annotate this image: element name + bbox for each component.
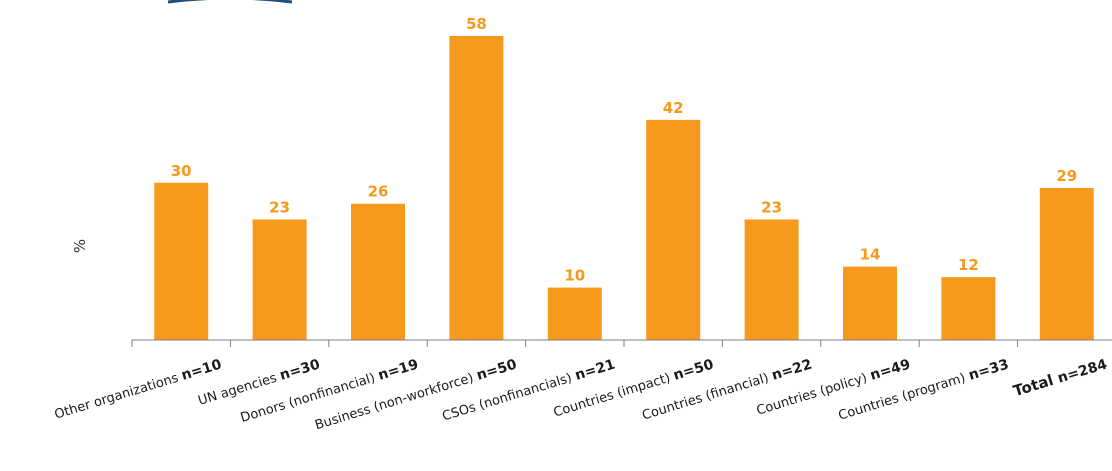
bar xyxy=(843,266,897,340)
category-n: n=10 xyxy=(180,356,224,383)
category-n: n=50 xyxy=(672,356,716,383)
x-axis-ticks xyxy=(131,340,1019,347)
data-label: 23 xyxy=(269,198,290,216)
category-n: n=19 xyxy=(376,357,420,384)
category-label: Countries (financial) n=22 xyxy=(640,357,814,424)
bar xyxy=(154,182,209,340)
data-label: 58 xyxy=(466,15,487,33)
category-n: n=50 xyxy=(475,356,519,383)
category-name: Other organizations xyxy=(53,370,184,423)
data-label: 12 xyxy=(958,256,979,274)
category-name: Total xyxy=(1011,369,1060,400)
data-label: 26 xyxy=(368,183,389,201)
category-label: Countries (program) n=33 xyxy=(836,357,1010,424)
category-label: Total n=284 xyxy=(1011,355,1109,401)
bar xyxy=(449,36,504,340)
category-n: n=21 xyxy=(573,357,617,384)
category-label: Other organizations n=10 xyxy=(53,356,224,422)
category-label: CSOs (nonfinancials) n=21 xyxy=(440,357,617,425)
category-n: n=30 xyxy=(278,356,322,383)
data-label: 10 xyxy=(564,267,585,285)
data-label: 29 xyxy=(1056,167,1077,185)
data-label: 14 xyxy=(860,246,881,264)
bar xyxy=(351,203,405,340)
bar xyxy=(744,219,799,340)
y-axis-label: % xyxy=(71,239,89,253)
header-fragment xyxy=(167,0,293,4)
category-n: n=49 xyxy=(868,357,912,384)
data-labels-group: 30 23 26 58 10 42 23 14 12 29 xyxy=(171,15,1077,285)
category-n: n=33 xyxy=(967,357,1011,384)
data-label: 23 xyxy=(761,198,782,216)
bar xyxy=(1039,188,1094,340)
bar xyxy=(941,277,996,340)
category-n: n=284 xyxy=(1056,356,1110,386)
category-n: n=22 xyxy=(770,357,814,384)
data-label: 30 xyxy=(171,162,192,180)
category-label: Countries (impact) n=50 xyxy=(552,356,716,420)
bars-group xyxy=(154,36,1094,341)
data-label: 42 xyxy=(663,99,684,117)
bar xyxy=(646,119,701,341)
bar xyxy=(252,219,307,340)
bar xyxy=(547,287,602,340)
